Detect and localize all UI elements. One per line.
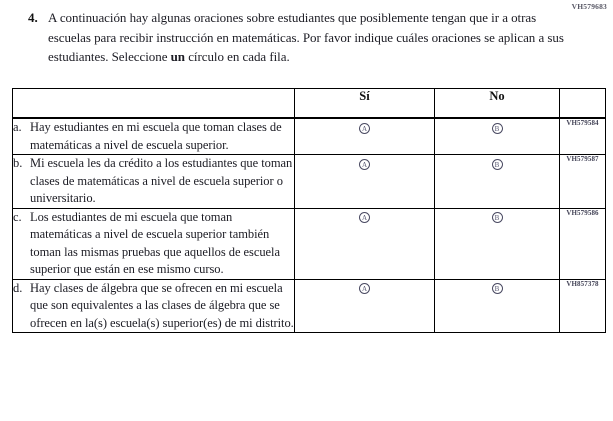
question-text-line-3-part-1: cuáles oraciones se aplican a sus estudi… (48, 29, 564, 65)
no-answer-cell[interactable]: B (434, 154, 560, 209)
statement-cell: b. Mi escuela les da crédito a los estud… (12, 154, 295, 209)
no-bubble-radio[interactable]: B (491, 158, 503, 170)
statement-cell: d. Hay clases de álgebra que se ofrecen … (12, 278, 295, 333)
column-header-item-id (559, 88, 606, 119)
yes-bubble-radio[interactable]: A (359, 158, 370, 170)
statement-text: Hay estudiantes en mi escuela que toman … (30, 120, 282, 152)
no-answer-cell[interactable]: B (434, 207, 560, 280)
table-row: c. Los estudiantes de mi escuela que tom… (12, 207, 606, 280)
question-number: 4. (28, 10, 38, 25)
table-row: b. Mi escuela les da crédito a los estud… (12, 154, 606, 209)
table-row: a. Hay estudiantes en mi escuela que tom… (12, 117, 606, 155)
yes-bubble-radio[interactable]: A (359, 283, 370, 295)
column-header-statement (12, 88, 295, 119)
question-text-line-2: que ir a otras escuelas para recibir ins… (48, 10, 537, 45)
item-id-label: VH857378 (559, 278, 606, 333)
no-bubble-radio[interactable]: B (491, 283, 503, 295)
yes-bubble-radio[interactable]: A (359, 212, 370, 224)
statement-text: Hay clases de álgebra que se ofrecen en … (30, 280, 294, 330)
statement-text: Mi escuela les da crédito a los estudian… (30, 156, 293, 205)
form-id-label: VH579683 (571, 2, 607, 11)
yes-answer-cell[interactable]: A (294, 117, 435, 155)
yes-answer-cell[interactable]: A (294, 278, 435, 333)
table-row: d. Hay clases de álgebra que se ofrecen … (12, 278, 606, 333)
column-header-no: No (434, 88, 560, 119)
no-bubble-radio[interactable]: B (491, 212, 503, 224)
response-matrix: Sí No a. Hay estudiantes en mi escuela q… (12, 88, 606, 333)
no-answer-cell[interactable]: B (434, 117, 560, 155)
statement-text: Los estudiantes de mi escuela que toman … (30, 209, 280, 277)
item-id-label: VH579586 (559, 207, 606, 280)
statement-letter: c. (13, 209, 22, 224)
question-text-line-3-part-2: círculo en cada fila. (185, 49, 290, 64)
matrix-header: Sí No (12, 88, 606, 119)
question-text: A continuación hay algunas oraciones sob… (48, 8, 573, 67)
question-text-line-1: A continuación hay algunas oraciones sob… (48, 10, 467, 25)
matrix-header-row: Sí No (12, 88, 606, 119)
statement-letter: d. (13, 280, 23, 295)
matrix-body: a. Hay estudiantes en mi escuela que tom… (12, 117, 606, 333)
statement-letter: a. (13, 120, 22, 134)
item-id-label: VH579587 (559, 154, 606, 209)
yes-answer-cell[interactable]: A (294, 154, 435, 209)
column-header-yes: Sí (294, 88, 435, 119)
yes-answer-cell[interactable]: A (294, 207, 435, 280)
item-id-label: VH579584 (559, 117, 606, 155)
question-block: 4. A continuación hay algunas oraciones … (28, 8, 573, 67)
no-bubble-radio[interactable]: B (491, 122, 503, 134)
statement-cell: a. Hay estudiantes en mi escuela que tom… (12, 117, 295, 155)
yes-bubble-radio[interactable]: A (359, 122, 370, 134)
no-answer-cell[interactable]: B (434, 278, 560, 333)
statement-cell: c. Los estudiantes de mi escuela que tom… (12, 207, 295, 280)
question-text-emphasis: un (170, 49, 185, 64)
statement-letter: b. (13, 156, 23, 170)
